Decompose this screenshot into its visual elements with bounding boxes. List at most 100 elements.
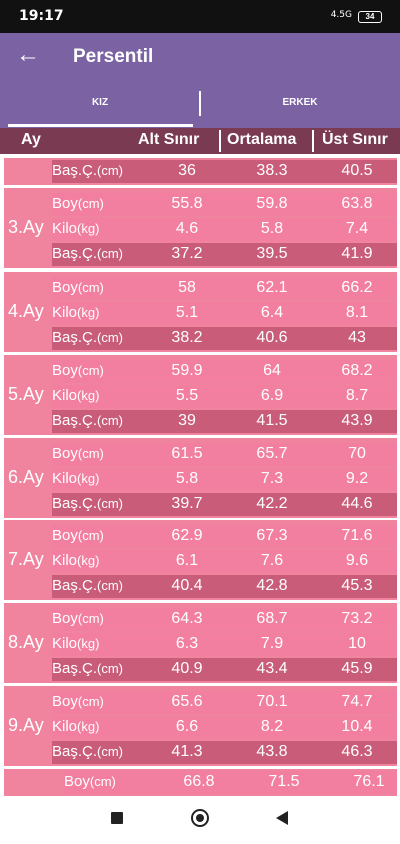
- col-separator: [312, 130, 314, 152]
- measure-label: Baş.Ç.(cm): [52, 162, 123, 179]
- low-value: 36: [178, 162, 196, 179]
- home-circle-icon[interactable]: [191, 809, 209, 827]
- measure-label: Kilo(kg): [52, 718, 99, 735]
- low-value: 41.3: [171, 743, 203, 760]
- measure-unit: (kg): [77, 305, 100, 320]
- low-value: 4.6: [175, 220, 199, 237]
- measure-unit: (cm): [97, 330, 124, 345]
- table-row: Baş.Ç.(cm) 37.2 39.5 41.9: [52, 243, 397, 266]
- tab-divider: [199, 91, 201, 116]
- mid-value: 59.8: [256, 195, 288, 212]
- table-row: Kilo(kg) 6.1 7.6 9.6: [52, 550, 397, 573]
- column-header: Ay Alt Sınır Ortalama Üst Sınır: [0, 128, 400, 154]
- high-value: 40.5: [341, 162, 373, 179]
- low-value: 40.9: [171, 660, 203, 677]
- measure-name: Kilo: [52, 220, 78, 237]
- mid-value: 71.5: [268, 773, 300, 790]
- mid-value: 5.8: [260, 220, 284, 237]
- high-value: 8.7: [345, 387, 369, 404]
- measure-name: Kilo: [52, 552, 78, 569]
- measure-name: Boy: [52, 693, 78, 710]
- tab-bar: KIZ ERKEK: [0, 80, 400, 128]
- table-row: Kilo(kg) 5.1 6.4 8.1: [52, 302, 397, 325]
- month-label: 6.Ay: [8, 467, 44, 487]
- measure-unit: (kg): [77, 471, 100, 486]
- measure-label: Kilo(kg): [52, 220, 99, 237]
- back-arrow-icon[interactable]: ←: [16, 41, 40, 68]
- measure-unit: (cm): [77, 363, 104, 378]
- high-value: 76.1: [353, 773, 385, 790]
- table-row: Boy(cm) 65.6 70.1 74.7: [52, 691, 397, 714]
- measure-name: Kilo: [52, 718, 78, 735]
- measure-unit: (cm): [97, 744, 124, 759]
- measure-name: Baş.Ç.: [52, 495, 98, 512]
- table-row: Baş.Ç.(cm) 38.2 40.6 43: [52, 327, 397, 350]
- tab-erkek[interactable]: ERKEK: [282, 97, 318, 108]
- mid-value: 42.8: [256, 577, 288, 594]
- table-row: Baş.Ç.(cm) 39.7 42.2 44.6: [52, 493, 397, 516]
- month-label: 5.Ay: [8, 384, 44, 404]
- measure-label: Boy(cm): [52, 362, 104, 379]
- table-row: Baş.Ç.(cm) 36 38.3 40.5: [52, 160, 397, 183]
- measure-unit: (cm): [97, 578, 124, 593]
- high-value: 44.6: [341, 495, 373, 512]
- low-value: 40.4: [171, 577, 203, 594]
- mid-value: 6.9: [260, 387, 284, 404]
- measure-name: Baş.Ç.: [52, 660, 98, 677]
- high-value: 43.9: [341, 412, 373, 429]
- measure-unit: (cm): [77, 196, 104, 211]
- high-value: 9.2: [345, 470, 369, 487]
- measure-label: Boy(cm): [52, 610, 104, 627]
- high-value: 70: [348, 445, 366, 462]
- mid-value: 62.1: [256, 279, 288, 296]
- page-title: Persentil: [73, 46, 154, 67]
- measure-unit: (cm): [97, 246, 124, 261]
- measure-label: Baş.Ç.(cm): [52, 495, 123, 512]
- measure-unit: (cm): [89, 774, 116, 789]
- measure-label: Boy(cm): [52, 279, 104, 296]
- measure-label: Boy(cm): [52, 195, 104, 212]
- measure-name: Baş.Ç.: [52, 412, 98, 429]
- measure-label: Boy(cm): [52, 445, 104, 462]
- mid-value: 39.5: [256, 245, 288, 262]
- month-group: 4.Ay Boy(cm) 58 62.1 66.2 Kilo(kg) 5.1 6.4 8.1 Ba…: [4, 272, 397, 352]
- table-row: Boy(cm) 66.8 71.5 76.1: [64, 771, 397, 794]
- measure-name: Boy: [52, 445, 78, 462]
- back-triangle-icon[interactable]: [276, 811, 288, 825]
- measure-label: Baş.Ç.(cm): [52, 329, 123, 346]
- measure-label: Kilo(kg): [52, 387, 99, 404]
- high-value: 74.7: [341, 693, 373, 710]
- measure-label: Kilo(kg): [52, 635, 99, 652]
- measure-unit: (kg): [77, 221, 100, 236]
- mid-value: 70.1: [256, 693, 288, 710]
- low-value: 58: [178, 279, 196, 296]
- measure-unit: (cm): [77, 528, 104, 543]
- high-value: 10.4: [341, 718, 373, 735]
- mid-value: 38.3: [256, 162, 288, 179]
- table-row: Kilo(kg) 5.5 6.9 8.7: [52, 385, 397, 408]
- system-nav-bar: [0, 797, 400, 844]
- measure-label: Baş.Ç.(cm): [52, 412, 123, 429]
- table-row: Kilo(kg) 4.6 5.8 7.4: [52, 218, 397, 241]
- low-value: 5.5: [175, 387, 199, 404]
- month-group: 7.Ay Boy(cm) 62.9 67.3 71.6 Kilo(kg) 6.1 7.6 9.6…: [4, 520, 397, 600]
- app-bar: ← Persentil: [0, 33, 400, 80]
- table-row: Kilo(kg) 6.3 7.9 10: [52, 633, 397, 656]
- month-label: 7.Ay: [8, 549, 44, 569]
- high-value: 10: [348, 635, 366, 652]
- col-mid: Ortalama: [227, 131, 297, 148]
- signal-icon: 4.5G: [330, 10, 352, 20]
- table-row: Boy(cm) 58 62.1 66.2: [52, 277, 397, 300]
- recents-square-icon[interactable]: [111, 812, 123, 824]
- measure-name: Kilo: [52, 304, 78, 321]
- high-value: 41.9: [341, 245, 373, 262]
- measure-name: Boy: [52, 279, 78, 296]
- tab-kiz[interactable]: KIZ: [91, 97, 109, 108]
- measure-unit: (cm): [97, 661, 124, 676]
- measure-unit: (cm): [97, 163, 124, 178]
- measure-name: Kilo: [52, 387, 78, 404]
- measure-label: Kilo(kg): [52, 470, 99, 487]
- measure-unit: (cm): [77, 280, 104, 295]
- measure-label: Baş.Ç.(cm): [52, 245, 123, 262]
- measure-label: Baş.Ç.(cm): [52, 577, 123, 594]
